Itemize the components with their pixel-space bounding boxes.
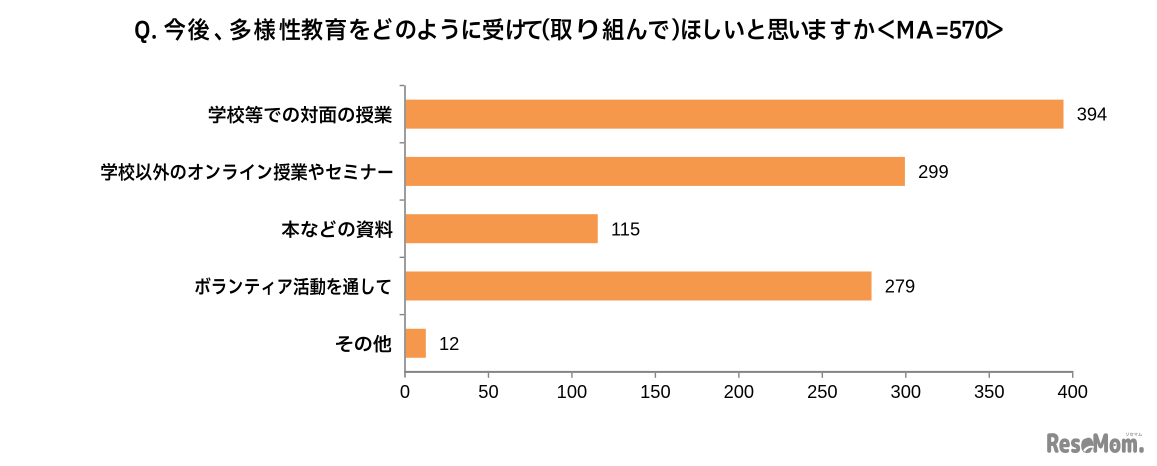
- svg-text:100: 100: [557, 381, 588, 402]
- svg-text:12: 12: [439, 333, 459, 354]
- svg-text:400: 400: [1057, 381, 1088, 402]
- svg-text:394: 394: [1077, 104, 1108, 125]
- svg-text:300: 300: [891, 381, 922, 402]
- svg-text:0: 0: [400, 381, 410, 402]
- svg-text:279: 279: [885, 276, 916, 297]
- svg-text:115: 115: [611, 218, 640, 239]
- svg-text:350: 350: [974, 381, 1005, 402]
- svg-text:299: 299: [918, 161, 949, 182]
- svg-text:50: 50: [478, 381, 498, 402]
- svg-text:150: 150: [640, 381, 671, 402]
- svg-text:200: 200: [724, 381, 755, 402]
- svg-text:250: 250: [807, 381, 838, 402]
